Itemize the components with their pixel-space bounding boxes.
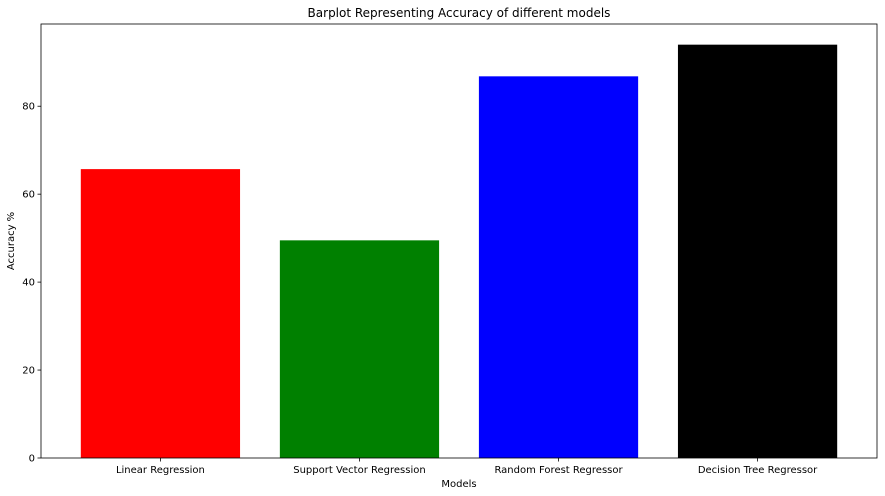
x-tick-label-1: Support Vector Regression [293,465,425,476]
chart-title: Barplot Representing Accuracy of differe… [308,6,611,20]
plot-frame [40,23,878,459]
y-tick-label-4: 80 [22,102,35,113]
y-tick-label-0: 0 [29,454,35,465]
x-tick-label-2: Random Forest Regressor [494,465,623,476]
x-tick-label-0: Linear Regression [116,465,205,476]
y-tick-label-1: 20 [22,366,35,377]
y-tick-label-2: 40 [22,278,35,289]
bar-1 [279,240,440,458]
bar-3 [677,44,838,459]
x-axis-label: Models [441,479,476,490]
bar-2 [478,76,639,458]
bar-0 [80,169,241,459]
y-tick-label-3: 60 [22,190,35,201]
x-tick-label-3: Decision Tree Regressor [698,465,818,476]
bars-group [80,44,838,459]
y-axis-label: Accuracy % [6,212,17,270]
axes-group: 0 20 40 60 80 Linear Regression Support Vector… [22,23,878,476]
